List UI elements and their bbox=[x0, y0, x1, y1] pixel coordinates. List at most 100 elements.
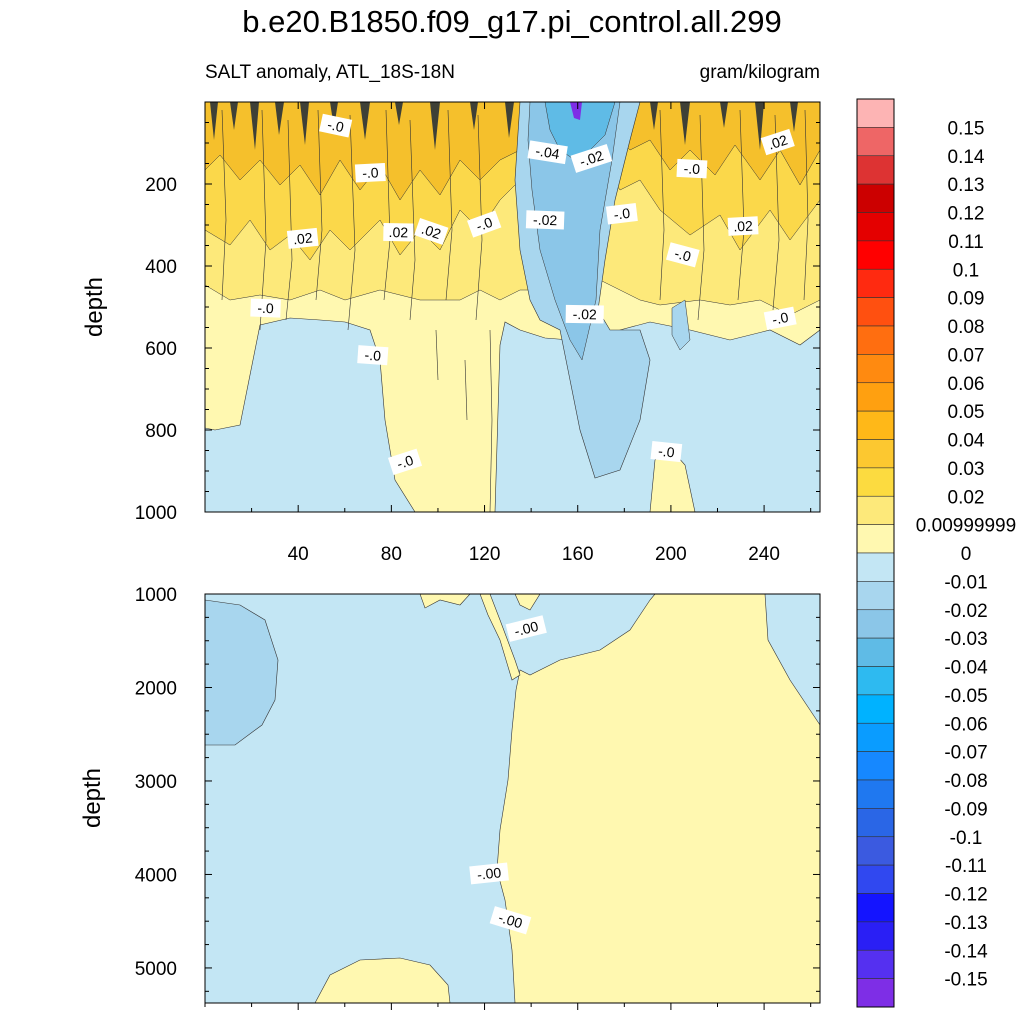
colorbar-level-label: 0.04 bbox=[948, 431, 985, 452]
colorbar-swatch bbox=[856, 495, 895, 525]
colorbar-swatch bbox=[856, 183, 895, 213]
colorbar-level-label: 0.05 bbox=[948, 402, 985, 423]
contour-label: .02 bbox=[383, 222, 414, 242]
units-label: gram/kilogram bbox=[699, 62, 820, 83]
colorbar-level-label: 0.12 bbox=[948, 204, 985, 225]
upper-small-pocket bbox=[671, 299, 691, 351]
colorbar-level-label: -0.03 bbox=[944, 629, 987, 650]
contour-label: -.0 bbox=[387, 448, 423, 476]
colorbar-swatch bbox=[856, 268, 895, 298]
colorbar-swatch bbox=[856, 694, 895, 724]
colorbar-swatch bbox=[856, 581, 895, 611]
contour-label: -.0 bbox=[467, 210, 502, 238]
lower-left-negative bbox=[205, 599, 279, 746]
colorbar-level-label: 0.15 bbox=[948, 118, 985, 139]
colorbar-swatch bbox=[856, 893, 895, 923]
colorbar-level-label: -0.08 bbox=[944, 771, 987, 792]
contour-label: -.00 bbox=[489, 906, 532, 935]
colorbar-swatch bbox=[856, 155, 895, 185]
colorbar-level-label: -0.06 bbox=[944, 714, 987, 735]
upper-x-tick-label: 160 bbox=[562, 544, 594, 565]
colorbar-level-label: 0.14 bbox=[948, 147, 985, 168]
colorbar-swatch bbox=[856, 354, 895, 384]
upper-y-axis: 200 400 600 800 1000 bbox=[135, 122, 820, 524]
upper-y-tick-label: 400 bbox=[145, 257, 177, 278]
colorbar-swatch bbox=[856, 978, 895, 1008]
contour-label: -.0 bbox=[605, 202, 638, 225]
colorbar-swatch bbox=[856, 836, 895, 866]
contour-label-text: -.0 bbox=[257, 300, 274, 317]
contour-label-text: -.0 bbox=[613, 205, 631, 223]
colorbar-swatch bbox=[856, 382, 895, 412]
upper-y-tick-label: 200 bbox=[145, 175, 177, 196]
colorbar-level-label: -0.14 bbox=[944, 941, 988, 962]
lower-bottom-bump bbox=[314, 957, 451, 1003]
contour-label-text: -.0 bbox=[657, 443, 675, 461]
contour-label-text: -.0 bbox=[673, 245, 693, 265]
lower-y-tick-label: 5000 bbox=[135, 959, 177, 980]
colorbar-swatch bbox=[856, 921, 895, 951]
colorbar-swatch bbox=[856, 240, 895, 270]
contour-label-text: -.00 bbox=[497, 909, 525, 931]
upper-x-axis: 40 80 120 160 200 240 bbox=[204, 102, 812, 565]
contour-label-text: .02 bbox=[419, 221, 443, 243]
colorbar-level-label: 0.1 bbox=[953, 260, 979, 281]
upper-x-tick-label: 240 bbox=[748, 544, 780, 565]
colorbar-level-label: 0.07 bbox=[948, 345, 985, 366]
colorbar-level-label: -0.12 bbox=[944, 885, 987, 906]
contour-label: -.02 bbox=[570, 144, 613, 173]
contour-label-text: -.0 bbox=[683, 160, 700, 177]
upper-negative-max bbox=[570, 102, 582, 120]
contour-label-text: -.00 bbox=[513, 618, 540, 639]
lower-positive-region bbox=[496, 594, 820, 1003]
upper-x-tick-label: 40 bbox=[288, 544, 309, 565]
contour-label: -.0 bbox=[650, 441, 683, 463]
upper-x-tick-label: 200 bbox=[655, 544, 687, 565]
lower-y-tick-label: 4000 bbox=[135, 865, 177, 886]
colorbar-level-label: 0.00999999 bbox=[916, 516, 1016, 537]
contour-label: -.0 bbox=[665, 242, 700, 268]
contour-label: .02 bbox=[727, 216, 759, 236]
upper-contour-labels: -.0 -.0 .02 .02 .02 -.0 -.04 -.02 -.02 -.0 -.0 .02.… bbox=[250, 113, 797, 476]
colorbar-level-label: -0.15 bbox=[944, 970, 987, 991]
colorbar-level-label: -0.09 bbox=[944, 799, 987, 820]
colorbar-level-label: -0.02 bbox=[944, 601, 987, 622]
colorbar-level-label: 0.11 bbox=[948, 232, 984, 253]
colorbar-level-label: 0.03 bbox=[948, 459, 985, 480]
contour-label-text: -.0 bbox=[474, 214, 495, 235]
colorbar-swatch bbox=[856, 949, 895, 979]
contour-label: -.04 bbox=[527, 140, 568, 165]
contour-label: .02 bbox=[414, 218, 449, 245]
contour-label: -.0 bbox=[676, 158, 708, 179]
lower-y-tick-label: 2000 bbox=[135, 678, 177, 699]
colorbar-swatch bbox=[856, 552, 895, 582]
colorbar-swatch bbox=[856, 410, 895, 440]
colorbar-level-label: 0.13 bbox=[948, 175, 985, 196]
contour-label-text: -.00 bbox=[476, 864, 502, 882]
upper-y-tick-label: 1000 bbox=[135, 503, 177, 524]
colorbar-swatch bbox=[856, 722, 895, 752]
lower-x-axis bbox=[204, 1003, 812, 1010]
lower-contour-labels: -.00 -.00 -.00 bbox=[469, 615, 547, 935]
lower-panel-frame bbox=[204, 593, 821, 1004]
contour-label: -.0 bbox=[354, 162, 386, 183]
contour-label-text: -.0 bbox=[771, 309, 790, 328]
contour-label-text: .02 bbox=[388, 224, 408, 240]
colorbar-swatch bbox=[856, 127, 895, 157]
contour-label-text: -.0 bbox=[364, 347, 382, 364]
colorbar-swatch bbox=[856, 666, 895, 696]
colorbar-level-label: 0.09 bbox=[948, 289, 985, 310]
colorbar-level-label: 0.08 bbox=[948, 317, 985, 338]
upper-panel-field bbox=[205, 102, 820, 512]
contour-label: -.00 bbox=[469, 862, 509, 885]
colorbar-level-label: -0.07 bbox=[944, 743, 987, 764]
colorbar-level-label: -0.05 bbox=[944, 686, 987, 707]
upper-x-tick-label: 120 bbox=[469, 544, 501, 565]
contour-label: -.00 bbox=[505, 615, 547, 642]
contour-label-text: .02 bbox=[292, 229, 313, 247]
lower-panel-field bbox=[205, 594, 820, 1003]
contour-label-text: .02 bbox=[766, 131, 790, 152]
colorbar-swatch bbox=[856, 524, 895, 554]
lower-y-axis: 1000 2000 3000 4000 5000 bbox=[135, 585, 820, 992]
